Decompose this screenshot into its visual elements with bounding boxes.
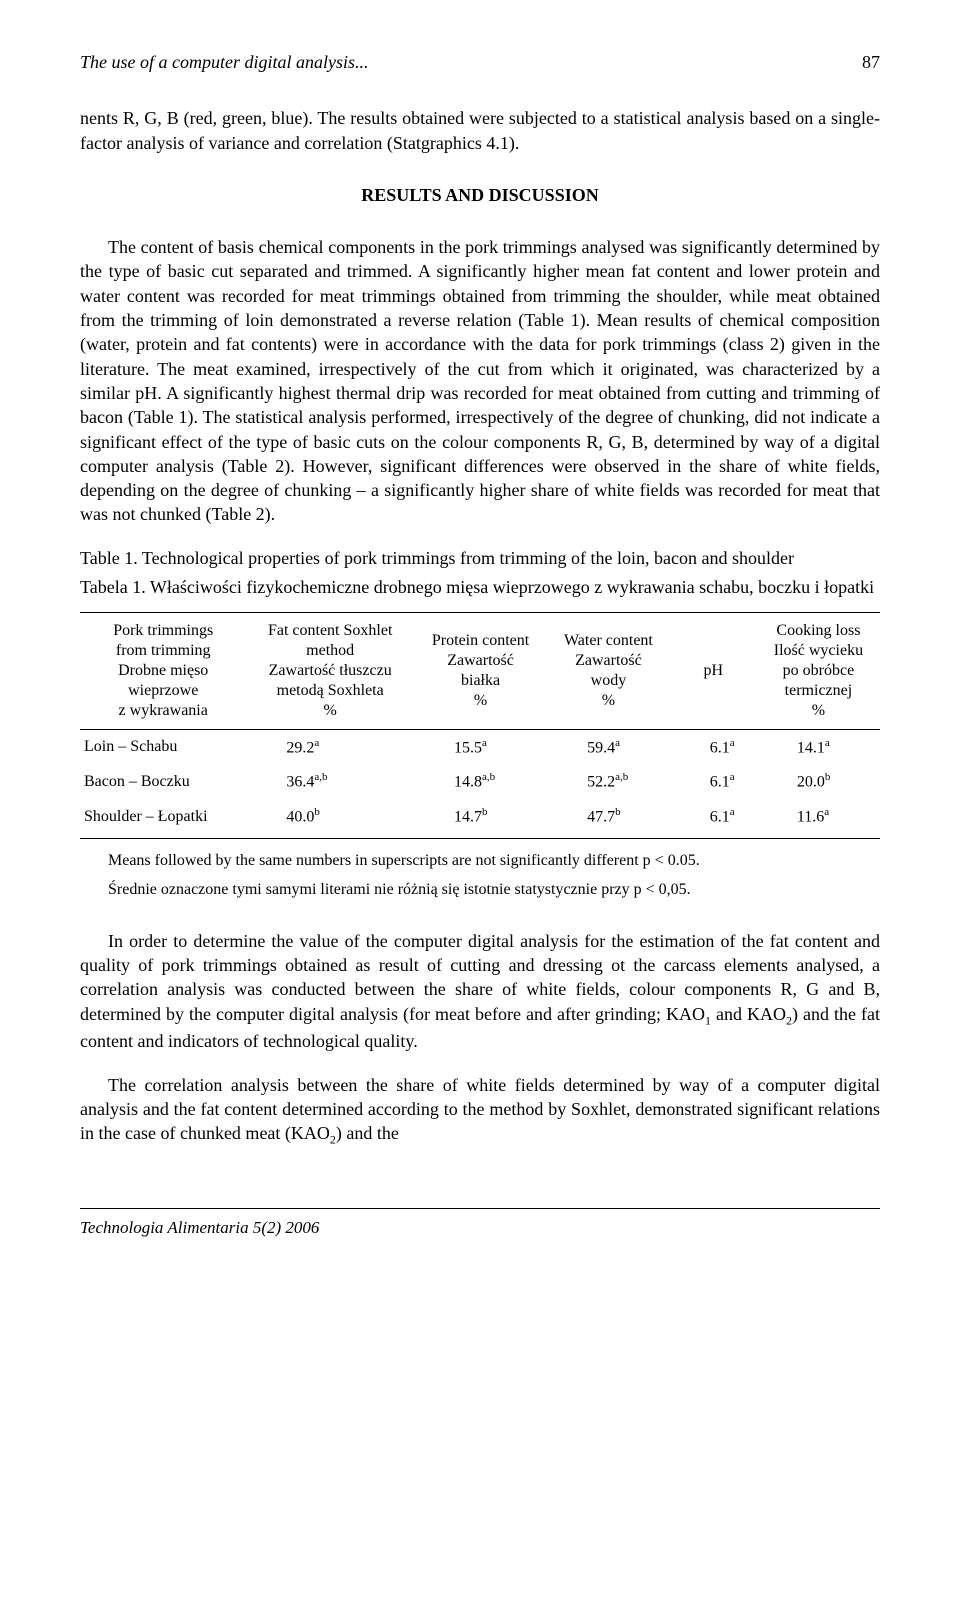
cell: 6.1a xyxy=(670,799,757,838)
cell: 20.0b xyxy=(757,764,880,799)
table-row: Bacon – Boczku 36.4a,b 14.8a,b 52.2a,b 6… xyxy=(80,764,880,799)
para-after-table: In order to determine the value of the c… xyxy=(80,929,880,1053)
table1-col1: Fat content SoxhletmethodZawartość tłusz… xyxy=(246,612,414,729)
table1-col3: Water contentZawartośćwody% xyxy=(547,612,670,729)
table1-col2: Protein contentZawartośćbiałka% xyxy=(414,612,547,729)
cell: 11.6a xyxy=(757,799,880,838)
section-heading: RESULTS AND DISCUSSION xyxy=(80,183,880,207)
table1-col0: Pork trimmingsfrom trimmingDrobne mięsow… xyxy=(80,612,246,729)
footer-divider xyxy=(80,1208,880,1209)
cell: 29.2a xyxy=(246,729,414,764)
row-label: Bacon – Boczku xyxy=(80,764,246,799)
table-row: Loin – Schabu 29.2a 15.5a 59.4a 6.1a 14.… xyxy=(80,729,880,764)
cell: 14.8a,b xyxy=(414,764,547,799)
cell: 14.7b xyxy=(414,799,547,838)
main-paragraph: The content of basis chemical components… xyxy=(80,235,880,527)
cell: 52.2a,b xyxy=(547,764,670,799)
cell: 40.0b xyxy=(246,799,414,838)
row-label: Shoulder – Łopatki xyxy=(80,799,246,838)
table1-col5: Cooking lossIlość wyciekupo obróbcetermi… xyxy=(757,612,880,729)
cell: 59.4a xyxy=(547,729,670,764)
cell: 6.1a xyxy=(670,764,757,799)
page-number: 87 xyxy=(862,50,880,74)
table1: Pork trimmingsfrom trimmingDrobne mięsow… xyxy=(80,612,880,840)
cell: 36.4a,b xyxy=(246,764,414,799)
table1-caption-en: Table 1. Technological properties of por… xyxy=(80,547,880,570)
table1-col4: pH xyxy=(670,612,757,729)
intro-paragraph: nents R, G, B (red, green, blue). The re… xyxy=(80,106,880,155)
footer-text: Technologia Alimentaria 5(2) 2006 xyxy=(80,1217,880,1240)
table-row: Shoulder – Łopatki 40.0b 14.7b 47.7b 6.1… xyxy=(80,799,880,838)
para-final: The correlation analysis between the sha… xyxy=(80,1073,880,1148)
running-header: The use of a computer digital analysis..… xyxy=(80,50,880,74)
table1-note-pl: Średnie oznaczone tymi samymi literami n… xyxy=(108,880,880,901)
cell: 14.1a xyxy=(757,729,880,764)
cell: 15.5a xyxy=(414,729,547,764)
running-title: The use of a computer digital analysis..… xyxy=(80,50,368,74)
row-label: Loin – Schabu xyxy=(80,729,246,764)
table1-caption-pl: Tabela 1. Właściwości fizykochemiczne dr… xyxy=(80,576,880,599)
cell: 47.7b xyxy=(547,799,670,838)
table1-note-en: Means followed by the same numbers in su… xyxy=(108,851,880,872)
cell: 6.1a xyxy=(670,729,757,764)
